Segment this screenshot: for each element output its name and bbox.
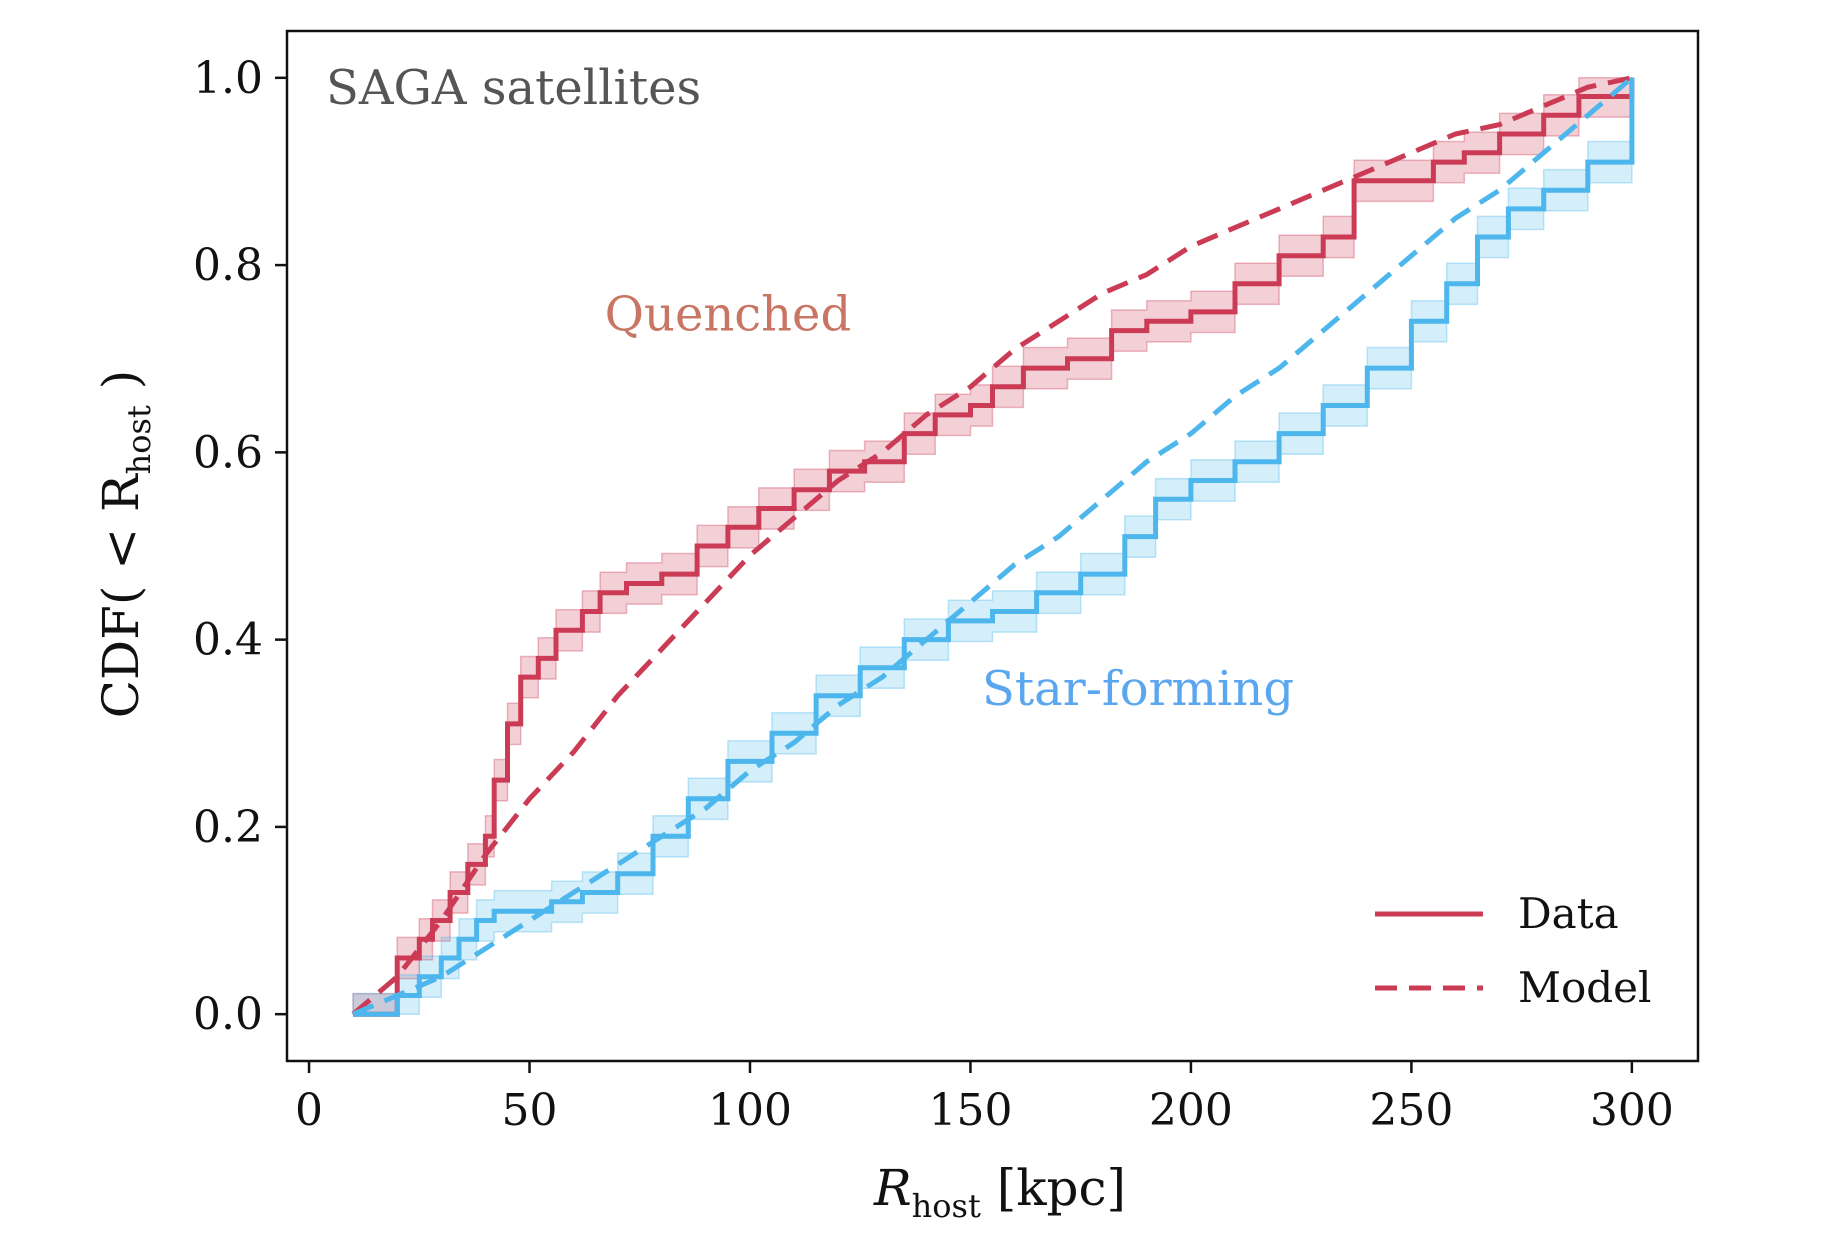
x-tick-label: 300 (1590, 1085, 1674, 1136)
x-tick-label: 200 (1149, 1085, 1233, 1136)
x-axis-label: Rhost [kpc] (873, 1159, 1126, 1225)
x-tick-label: 150 (928, 1085, 1012, 1136)
y-tick-label: 0.4 (193, 615, 263, 666)
y-axis-label: CDF( < Rhost ) (92, 370, 158, 718)
quenched-data-band (352, 77, 1633, 1015)
y-axis-ticks: 0.0 0.2 0.4 0.6 0.8 1.0 (193, 53, 287, 1040)
annotation-star-forming: Star-forming (982, 661, 1294, 717)
star-forming-model-line (352, 75, 1634, 1017)
x-tick-label: 250 (1369, 1085, 1453, 1136)
annotation-quenched: Quenched (605, 287, 852, 343)
y-tick-label: 0.2 (193, 802, 263, 853)
y-tick-label: 0.0 (193, 989, 263, 1040)
x-axis-ticks: 0 50 100 150 200 250 300 (295, 1061, 1674, 1136)
legend: Data Model (1375, 889, 1651, 1012)
quenched-model-line (351, 75, 1633, 1017)
plot-frame (285, 29, 1700, 1063)
x-tick-label: 0 (295, 1085, 323, 1136)
star-forming-data-line (353, 77, 1635, 1017)
y-tick-label: 1.0 (193, 53, 263, 104)
y-tick-label: 0.6 (193, 427, 263, 478)
uncertainty-bands (352, 77, 1633, 1015)
x-tick-label: 50 (502, 1085, 558, 1136)
legend-label-data: Data (1518, 889, 1619, 938)
series-lines (351, 75, 1635, 1017)
quenched-data-line (353, 77, 1635, 1017)
x-tick-label: 100 (708, 1085, 792, 1136)
legend-label-model: Model (1518, 963, 1651, 1012)
chart-title: SAGA satellites (326, 60, 701, 116)
star-forming-data-band (352, 77, 1633, 1015)
y-tick-label: 0.8 (193, 240, 263, 291)
